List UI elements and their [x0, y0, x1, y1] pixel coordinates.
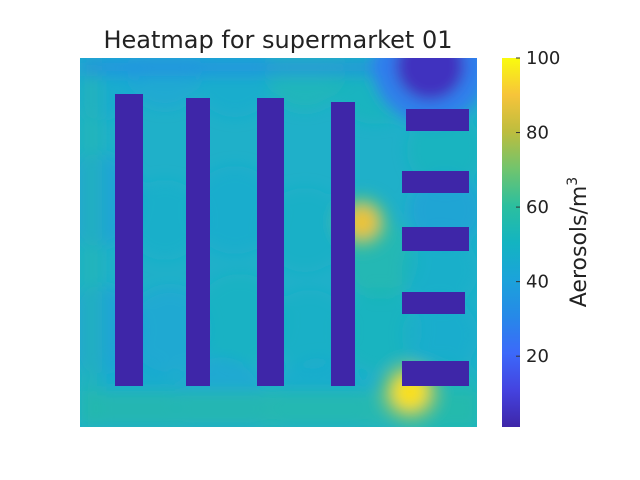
shelf-1	[115, 94, 143, 386]
heat-blob	[402, 232, 477, 308]
colorbar-label-base: Aerosols/m	[567, 186, 592, 308]
colorbar-ticks: 20 40 60 80 100	[516, 48, 560, 367]
colorbar-tick-label: 80	[526, 123, 549, 144]
colorbar: 20 40 60 80 100 Aerosols/m3	[502, 48, 592, 427]
short-shelf-3	[402, 227, 469, 251]
colorbar-label: Aerosols/m3	[565, 177, 592, 307]
colorbar-tick-label: 20	[526, 346, 549, 367]
heat-left-band	[80, 58, 102, 427]
heat-blob	[125, 180, 205, 260]
colorbar-tick-label: 100	[526, 48, 560, 69]
shelf-2	[186, 98, 210, 386]
heat-blob	[402, 297, 477, 373]
colorbar-tick-label: 40	[526, 272, 549, 293]
colorbar-label-superscript: 3	[565, 177, 581, 186]
heatmap-plot-area	[80, 58, 477, 427]
short-shelf-2	[402, 171, 469, 193]
chart-title: Heatmap for supermarket 01	[103, 26, 452, 54]
shelf-4	[331, 102, 355, 386]
short-shelf-5	[402, 361, 469, 386]
heat-blob	[338, 288, 422, 372]
shelf-obstacles	[115, 94, 469, 386]
short-shelf-1	[406, 109, 469, 131]
heat-blob	[407, 112, 477, 188]
colorbar-tick-label: 60	[526, 197, 549, 218]
hotspot-top-right-corner	[396, 58, 464, 100]
colorbar-gradient	[502, 58, 520, 427]
heat-blob	[270, 290, 350, 370]
short-shelf-4	[402, 292, 465, 314]
shelf-3	[257, 98, 284, 386]
